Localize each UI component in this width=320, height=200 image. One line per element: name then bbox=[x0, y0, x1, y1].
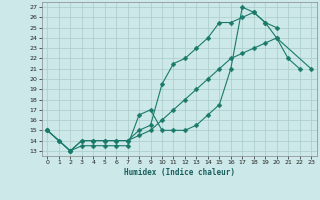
X-axis label: Humidex (Indice chaleur): Humidex (Indice chaleur) bbox=[124, 168, 235, 177]
